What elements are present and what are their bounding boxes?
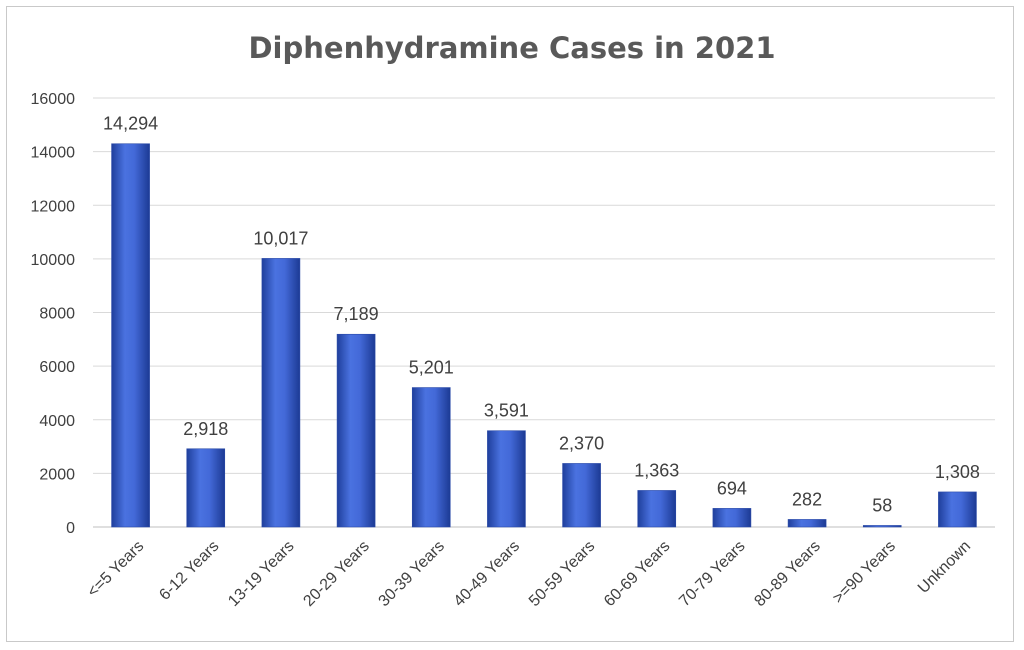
x-tick-label: 6-12 Years xyxy=(156,538,222,604)
y-tick-label: 8000 xyxy=(39,306,75,323)
x-tick-label: 40-49 Years xyxy=(451,538,523,610)
x-tick-label: 13-19 Years xyxy=(225,538,297,610)
x-tick-label: Unknown xyxy=(915,538,974,597)
bar xyxy=(261,258,301,528)
data-label: 5,201 xyxy=(409,358,454,378)
bar xyxy=(186,448,226,528)
data-label: 58 xyxy=(872,495,892,515)
bars xyxy=(111,143,977,528)
data-label: 2,370 xyxy=(559,433,604,453)
data-label: 694 xyxy=(717,478,747,498)
bar xyxy=(938,491,977,528)
bar xyxy=(637,490,677,528)
y-tick-label: 10000 xyxy=(31,252,76,269)
data-label: 7,189 xyxy=(334,304,379,324)
data-label: 2,918 xyxy=(183,419,228,439)
bar xyxy=(336,333,376,528)
x-tick-label: 50-59 Years xyxy=(526,538,598,610)
chart-title: Diphenhydramine Cases in 2021 xyxy=(248,31,775,65)
data-label: 10,017 xyxy=(253,228,308,248)
x-tick-label: 70-79 Years xyxy=(676,538,748,610)
y-axis-ticks: 0 2000 4000 6000 8000 10000 12000 14000 16000 xyxy=(31,91,76,537)
bar xyxy=(487,430,526,528)
data-label: 282 xyxy=(792,489,822,509)
x-tick-label: <=5 Years xyxy=(84,538,147,601)
bar xyxy=(787,519,827,528)
data-label: 1,308 xyxy=(935,462,980,482)
y-tick-label: 4000 xyxy=(39,413,75,430)
bar xyxy=(862,525,902,528)
x-tick-label: 60-69 Years xyxy=(601,538,673,610)
y-tick-label: 6000 xyxy=(39,359,75,376)
x-tick-label: >=90 Years xyxy=(830,538,899,607)
y-tick-label: 16000 xyxy=(31,91,76,108)
data-labels: 14,294 2,918 10,017 7,189 5,201 3,591 2,370 1,3… xyxy=(103,114,980,516)
y-tick-label: 14000 xyxy=(31,145,76,162)
data-label: 14,294 xyxy=(103,114,158,134)
y-tick-label: 0 xyxy=(66,520,75,537)
chart-frame xyxy=(6,6,1014,642)
gridlines xyxy=(93,97,995,528)
data-label: 1,363 xyxy=(634,460,679,480)
x-tick-label: 80-89 Years xyxy=(751,538,823,610)
y-tick-label: 2000 xyxy=(39,466,75,483)
bar xyxy=(411,387,451,528)
bar xyxy=(562,463,601,528)
data-label: 3,591 xyxy=(484,401,529,421)
x-tick-label: 30-39 Years xyxy=(376,538,448,610)
y-tick-label: 12000 xyxy=(31,198,76,215)
x-axis-ticks: <=5 Years 6-12 Years 13-19 Years 20-29 Year… xyxy=(84,538,974,610)
bar xyxy=(712,508,752,528)
bar xyxy=(111,143,150,528)
x-tick-label: 20-29 Years xyxy=(300,538,372,610)
